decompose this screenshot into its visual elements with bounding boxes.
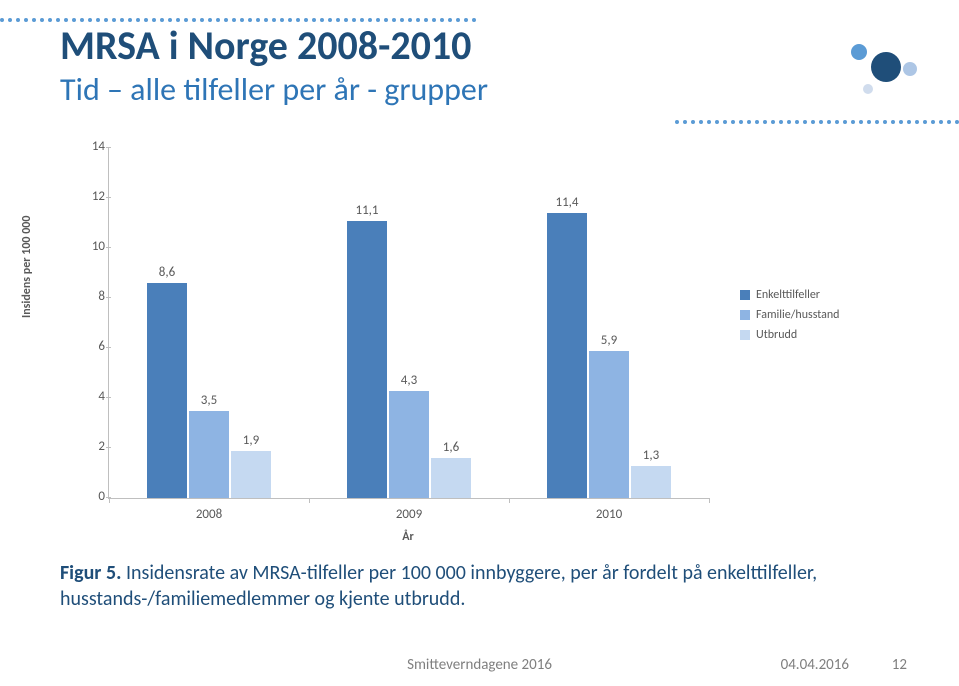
- chart-bar: 8,6: [147, 283, 187, 498]
- legend-item: Enkelttilfeller: [740, 288, 839, 302]
- chart-bar-value: 5,9: [589, 333, 629, 348]
- legend-label: Familie/husstand: [756, 308, 839, 322]
- chart-bar-group: 11,14,31,6: [319, 221, 499, 499]
- chart-ytick: 6: [81, 339, 105, 354]
- chart-ytick: 4: [81, 389, 105, 404]
- footer-date: 04.04.2016: [781, 656, 849, 674]
- decor-dots-top: [0, 8, 480, 16]
- chart-xtick: 2009: [319, 507, 499, 522]
- chart-bar: 1,3: [631, 466, 671, 499]
- legend-swatch: [740, 310, 750, 320]
- chart-xlabel: År: [108, 530, 708, 544]
- chart-bar: 1,9: [231, 451, 271, 499]
- title-main: MRSA i Norge 2008-2010: [60, 24, 880, 68]
- chart-bar-value: 1,3: [631, 448, 671, 463]
- chart: Insidens per 100 000 024681012148,63,51,…: [60, 138, 900, 558]
- chart-bar-value: 1,6: [431, 440, 471, 455]
- chart-bar-value: 11,4: [547, 195, 587, 210]
- chart-xtick-mark: [709, 498, 710, 503]
- chart-ytick: 12: [81, 189, 105, 204]
- figure-label: Figur 5.: [60, 561, 121, 585]
- legend-item: Utbrudd: [740, 328, 839, 342]
- chart-ytick: 2: [81, 439, 105, 454]
- chart-bar: 3,5: [189, 411, 229, 499]
- chart-legend: Enkelttilfeller Familie/husstand Utbrudd: [740, 288, 839, 348]
- chart-xtick: 2008: [119, 507, 299, 522]
- title-block: MRSA i Norge 2008-2010 Tid – alle tilfel…: [60, 24, 880, 109]
- slide: MRSA i Norge 2008-2010 Tid – alle tilfel…: [0, 0, 959, 686]
- chart-ylabel: Insidens per 100 000: [20, 216, 34, 318]
- chart-bar: 4,3: [389, 391, 429, 499]
- legend-swatch: [740, 330, 750, 340]
- chart-bar-group: 11,45,91,3: [519, 213, 699, 498]
- legend-label: Enkelttilfeller: [756, 288, 820, 302]
- chart-bar: 5,9: [589, 351, 629, 499]
- chart-bar-value: 11,1: [347, 203, 387, 218]
- legend-item: Familie/husstand: [740, 308, 839, 322]
- chart-bar-value: 1,9: [231, 433, 271, 448]
- chart-bar: 11,4: [547, 213, 587, 498]
- chart-bar: 11,1: [347, 221, 387, 499]
- decor-circle: [903, 62, 917, 76]
- chart-bar-value: 8,6: [147, 265, 187, 280]
- legend-swatch: [740, 290, 750, 300]
- chart-plot-area: 024681012148,63,51,9200811,14,31,6200911…: [108, 148, 709, 499]
- chart-bar-value: 4,3: [389, 373, 429, 388]
- footer-center: Smitteverndagene 2016: [407, 656, 552, 674]
- chart-ytick: 0: [81, 489, 105, 504]
- chart-bar-group: 8,63,51,9: [119, 283, 299, 498]
- title-sub: Tid – alle tilfeller per år - grupper: [60, 70, 880, 109]
- chart-ytick: 8: [81, 289, 105, 304]
- chart-ytick: 10: [81, 239, 105, 254]
- legend-label: Utbrudd: [756, 328, 797, 342]
- chart-xtick: 2010: [519, 507, 699, 522]
- chart-ytick: 14: [81, 139, 105, 154]
- figure-caption: Figur 5. Insidensrate av MRSA-tilfeller …: [60, 560, 900, 612]
- chart-xtick-mark: [509, 498, 510, 503]
- chart-xtick-mark: [309, 498, 310, 503]
- chart-bar: 1,6: [431, 458, 471, 498]
- footer-page: 12: [892, 656, 907, 674]
- footer: Smitteverndagene 2016 04.04.2016 12: [0, 656, 959, 674]
- figure-caption-text: Insidensrate av MRSA-tilfeller per 100 0…: [60, 561, 817, 611]
- chart-bar-value: 3,5: [189, 393, 229, 408]
